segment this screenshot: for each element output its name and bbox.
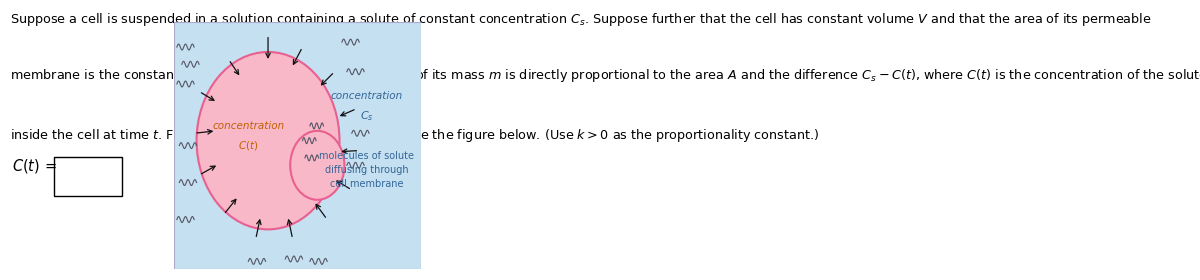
Text: $C(t)$ =: $C(t)$ =	[12, 157, 56, 175]
FancyBboxPatch shape	[54, 157, 122, 196]
Text: membrane is the constant $A$. By $\mathbf{Fick{\text{'}}s\ law}$ the rate of cha: membrane is the constant $A$. By $\mathb…	[10, 67, 1200, 85]
Text: inside the cell at time $t$. Find $C(t)$ if $m = V \cdot C(t)$ and $C(0) = C_0$.: inside the cell at time $t$. Find $C(t)$…	[10, 127, 818, 144]
Text: concentration: concentration	[212, 121, 284, 131]
Text: concentration: concentration	[330, 91, 403, 101]
Text: molecules of solute
diffusing through
cell membrane: molecules of solute diffusing through ce…	[319, 151, 414, 189]
Text: Suppose a cell is suspended in a solution containing a solute of constant concen: Suppose a cell is suspended in a solutio…	[10, 11, 1151, 28]
Text: $C_s$: $C_s$	[360, 109, 373, 123]
Text: $C(t)$: $C(t)$	[238, 139, 258, 152]
Ellipse shape	[197, 52, 340, 229]
Ellipse shape	[290, 131, 344, 200]
